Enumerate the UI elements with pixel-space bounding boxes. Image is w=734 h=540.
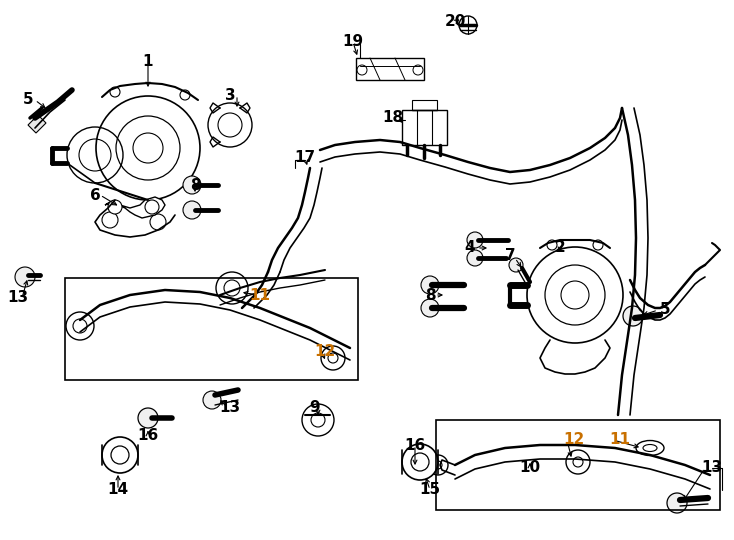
Text: 6: 6 xyxy=(90,187,101,202)
Text: 11: 11 xyxy=(250,287,271,302)
Text: 8: 8 xyxy=(425,287,435,302)
Text: 11: 11 xyxy=(609,433,631,448)
Text: 13: 13 xyxy=(7,291,29,306)
Circle shape xyxy=(623,306,643,326)
Polygon shape xyxy=(105,197,165,218)
Circle shape xyxy=(145,200,159,214)
Text: 20: 20 xyxy=(444,15,465,30)
Text: 5: 5 xyxy=(660,302,670,318)
Text: 12: 12 xyxy=(564,433,584,448)
Circle shape xyxy=(421,276,439,294)
Text: 5: 5 xyxy=(23,92,33,107)
Text: 3: 3 xyxy=(225,87,236,103)
Circle shape xyxy=(428,455,448,475)
Circle shape xyxy=(108,200,122,214)
Text: 19: 19 xyxy=(343,35,363,50)
Circle shape xyxy=(203,391,221,409)
Text: 16: 16 xyxy=(137,428,159,442)
Ellipse shape xyxy=(636,441,664,456)
Circle shape xyxy=(566,450,590,474)
Text: 8: 8 xyxy=(189,178,200,192)
Text: 14: 14 xyxy=(107,483,128,497)
Text: 17: 17 xyxy=(294,151,316,165)
Circle shape xyxy=(467,250,483,266)
Text: 13: 13 xyxy=(219,401,241,415)
Text: 4: 4 xyxy=(465,240,476,255)
Text: 1: 1 xyxy=(142,55,153,70)
Text: 13: 13 xyxy=(702,461,722,476)
Text: 10: 10 xyxy=(520,461,540,476)
Polygon shape xyxy=(28,115,46,133)
Bar xyxy=(65,278,358,380)
Circle shape xyxy=(183,201,201,219)
Circle shape xyxy=(467,232,483,248)
Text: 16: 16 xyxy=(404,437,426,453)
Circle shape xyxy=(402,444,438,480)
Text: 2: 2 xyxy=(555,240,565,255)
Text: 7: 7 xyxy=(505,247,515,262)
Bar xyxy=(436,420,720,510)
Circle shape xyxy=(183,176,201,194)
Text: 15: 15 xyxy=(419,483,440,497)
Text: 18: 18 xyxy=(382,111,404,125)
Circle shape xyxy=(667,493,687,513)
Text: 9: 9 xyxy=(310,401,320,415)
Bar xyxy=(412,100,437,110)
Bar xyxy=(356,58,424,80)
Circle shape xyxy=(102,437,138,473)
Bar xyxy=(402,110,447,145)
Text: 12: 12 xyxy=(314,345,335,360)
Circle shape xyxy=(15,267,35,287)
Circle shape xyxy=(421,299,439,317)
Circle shape xyxy=(509,258,523,272)
Circle shape xyxy=(138,408,158,428)
